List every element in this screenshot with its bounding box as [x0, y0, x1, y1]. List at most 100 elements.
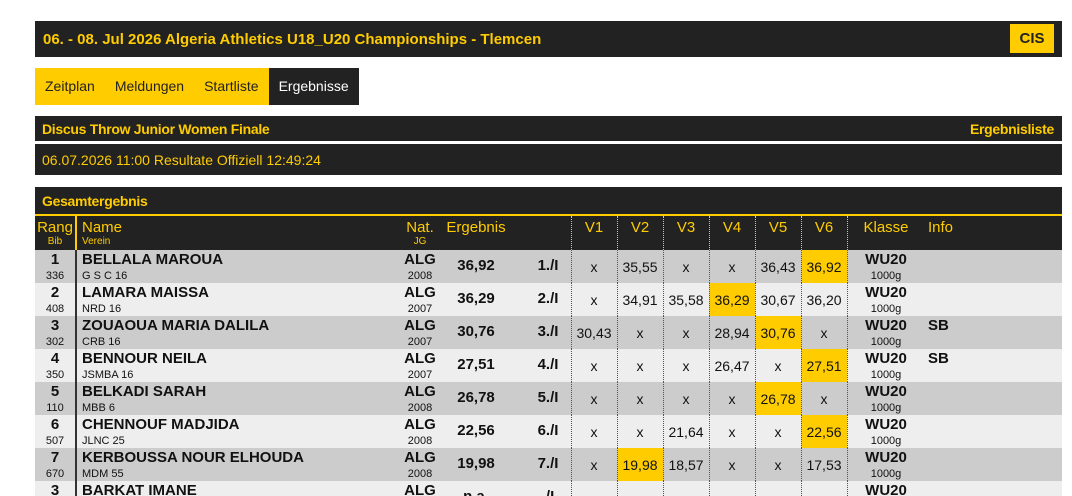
athlete-name: LAMARA MAISSA [82, 284, 209, 301]
rank: 6 [50, 416, 60, 433]
birth-year: 2007 [407, 369, 433, 381]
attempt: x [636, 424, 644, 440]
col-divider [801, 349, 802, 382]
birth-year: 2008 [407, 270, 433, 282]
nav-tab[interactable]: Startliste [194, 68, 269, 105]
attempt: 19,98 [622, 457, 658, 473]
col-divider [571, 481, 572, 496]
nav-tab[interactable]: Ergebnisse [268, 68, 359, 105]
place: 5./I [537, 389, 559, 406]
col-divider [75, 349, 77, 382]
info: SB [928, 350, 949, 367]
best-highlight [755, 316, 801, 349]
col-divider [847, 283, 848, 316]
col-divider [847, 382, 848, 415]
nav: Zeitplan Meldungen Startliste Ergebnisse [35, 68, 359, 105]
implement: 1000g [870, 468, 902, 480]
col-divider [801, 448, 802, 481]
nation: ALG [404, 482, 436, 496]
club: MBB 6 [82, 402, 116, 414]
attempt: 36,92 [806, 259, 842, 275]
col-divider [663, 316, 664, 349]
nation: ALG [404, 284, 436, 301]
event-link[interactable]: Ergebnisliste [969, 121, 1054, 137]
implement: 1000g [870, 402, 902, 414]
attempt: 36,29 [714, 292, 750, 308]
attempt: x [682, 358, 690, 374]
col-divider [571, 448, 572, 481]
col-divider [663, 283, 664, 316]
attempt: 22,56 [806, 424, 842, 440]
athlete-name: KERBOUSSA NOUR ELHOUDA [82, 449, 304, 466]
attempt: 21,64 [668, 424, 704, 440]
col-divider [75, 481, 77, 496]
result: 26,78 [457, 389, 495, 406]
rank: 5 [50, 383, 60, 400]
result-row: x x 21,64 x x 22,56 6 507 CHENNOUF MADJIDA JLNC 2… [35, 415, 1062, 448]
result-row: 30,43 x x 28,94 30,76 x 3 302 ZOUAOUA MARIA DALI… [35, 316, 1062, 349]
event-bar: Discus Throw Junior Women Finale Ergebni… [35, 116, 1062, 141]
col-divider [75, 382, 77, 415]
col-divider [75, 448, 77, 481]
bib: 507 [45, 435, 65, 447]
col-divider [75, 283, 77, 316]
section-title: Gesamtergebnis [42, 193, 148, 209]
birth-year: 2008 [407, 468, 433, 480]
place: 7./I [537, 455, 559, 472]
col-divider [709, 481, 710, 496]
header-bar: 06. - 08. Jul 2026 Algeria Athletics U18… [35, 21, 1062, 57]
result-row: 3 BARKAT IMANE ALG n.a. ./I WU20 [35, 481, 1062, 496]
col-divider [755, 382, 756, 415]
col-divider [709, 283, 710, 316]
col-divider [709, 448, 710, 481]
col-divider [663, 382, 664, 415]
col-divider [617, 250, 618, 283]
bib: 110 [46, 402, 64, 414]
col-name: Name [82, 219, 123, 236]
attempt: x [636, 391, 644, 407]
club: NRD 16 [82, 303, 122, 315]
nav-tab[interactable]: Zeitplan [35, 68, 105, 105]
attempt: 18,57 [668, 457, 704, 473]
rank: 3 [50, 317, 60, 334]
class: WU20 [865, 449, 907, 466]
col-divider [709, 250, 710, 283]
birth-year: 2007 [407, 336, 433, 348]
event-status: 06.07.2026 11:00 Resultate Offiziell 12:… [42, 152, 321, 168]
attempt: x [590, 457, 598, 473]
birth-year: 2007 [407, 303, 433, 315]
attempt: 36,43 [760, 259, 796, 275]
implement: 1000g [870, 336, 902, 348]
col-divider [847, 448, 848, 481]
col-divider [571, 316, 572, 349]
result: n.a. [463, 488, 489, 496]
col-nat: Nat. [406, 219, 434, 236]
col-rank: Rang [37, 219, 73, 236]
col-divider [75, 216, 77, 250]
place: 4./I [537, 356, 559, 373]
result: 22,56 [457, 422, 495, 439]
birth-year: 2008 [407, 402, 433, 414]
nav-tab[interactable]: Meldungen [104, 68, 195, 105]
birth-year: 2008 [407, 435, 433, 447]
best-highlight [617, 448, 663, 481]
col-divider [571, 382, 572, 415]
col-divider [847, 415, 848, 448]
result-row: x 19,98 18,57 x x 17,53 7 670 KERBOUSSA NOUR ELH… [35, 448, 1062, 481]
attempt: x [682, 259, 690, 275]
bib: 670 [45, 468, 65, 480]
nation: ALG [404, 416, 436, 433]
col-divider [75, 250, 77, 283]
attempt: 27,51 [806, 358, 842, 374]
best-highlight [709, 283, 755, 316]
rank: 1 [50, 251, 60, 268]
club: JLNC 25 [82, 435, 125, 447]
class: WU20 [865, 416, 907, 433]
cis-button[interactable]: CIS [1010, 24, 1054, 53]
col-divider [847, 316, 848, 349]
attempt: x [590, 259, 598, 275]
attempt: 30,67 [760, 292, 796, 308]
club: CRB 16 [82, 336, 121, 348]
attempt: x [728, 391, 736, 407]
col-divider [847, 349, 848, 382]
